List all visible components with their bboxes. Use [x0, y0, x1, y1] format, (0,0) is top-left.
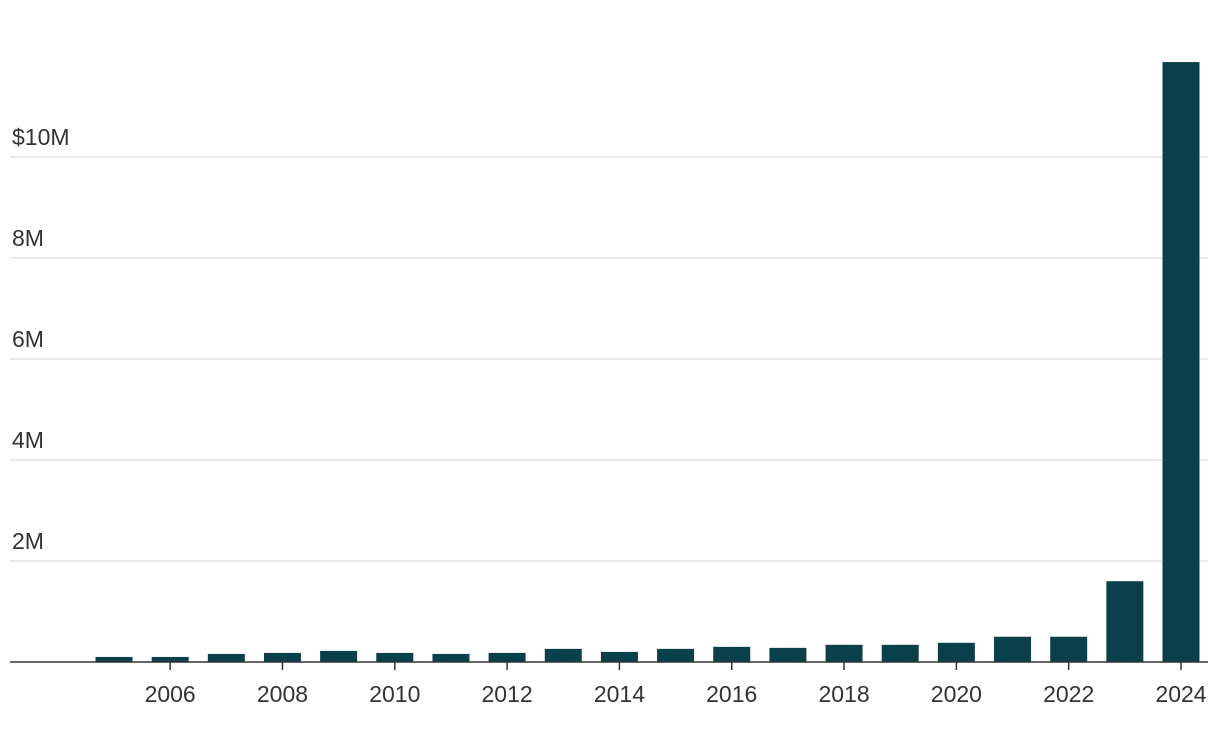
- x-tick-label: 2018: [818, 681, 869, 707]
- bar: [376, 652, 414, 662]
- x-tick-label: 2024: [1155, 681, 1206, 707]
- bar: [95, 656, 133, 662]
- y-tick-label: 6M: [12, 326, 44, 352]
- bar: [263, 652, 301, 662]
- bar: [432, 653, 470, 662]
- x-tick-label: 2008: [257, 681, 308, 707]
- bar: [151, 656, 189, 662]
- bar: [207, 653, 245, 662]
- bar: [488, 652, 526, 662]
- x-tick-label: 2020: [931, 681, 982, 707]
- bar: [825, 644, 863, 662]
- y-tick-label: 8M: [12, 225, 44, 251]
- bar: [937, 642, 975, 662]
- x-tick-label: 2006: [145, 681, 196, 707]
- bar: [1106, 581, 1144, 662]
- y-tick-label: 2M: [12, 528, 44, 554]
- bar: [769, 647, 807, 662]
- x-tick-label: 2010: [369, 681, 420, 707]
- bar: [657, 648, 695, 662]
- y-tick-label: $10M: [12, 124, 70, 150]
- bar: [1050, 636, 1088, 662]
- bar: [713, 646, 751, 662]
- bar: [544, 648, 582, 662]
- bar: [1162, 62, 1200, 663]
- x-tick-label: 2012: [482, 681, 533, 707]
- x-tick-label: 2022: [1043, 681, 1094, 707]
- bar: [881, 644, 919, 662]
- x-tick-label: 2014: [594, 681, 645, 707]
- bar: [320, 650, 358, 662]
- y-tick-label: 4M: [12, 427, 44, 453]
- x-tick-label: 2016: [706, 681, 757, 707]
- bar: [600, 651, 638, 662]
- bar: [994, 636, 1032, 662]
